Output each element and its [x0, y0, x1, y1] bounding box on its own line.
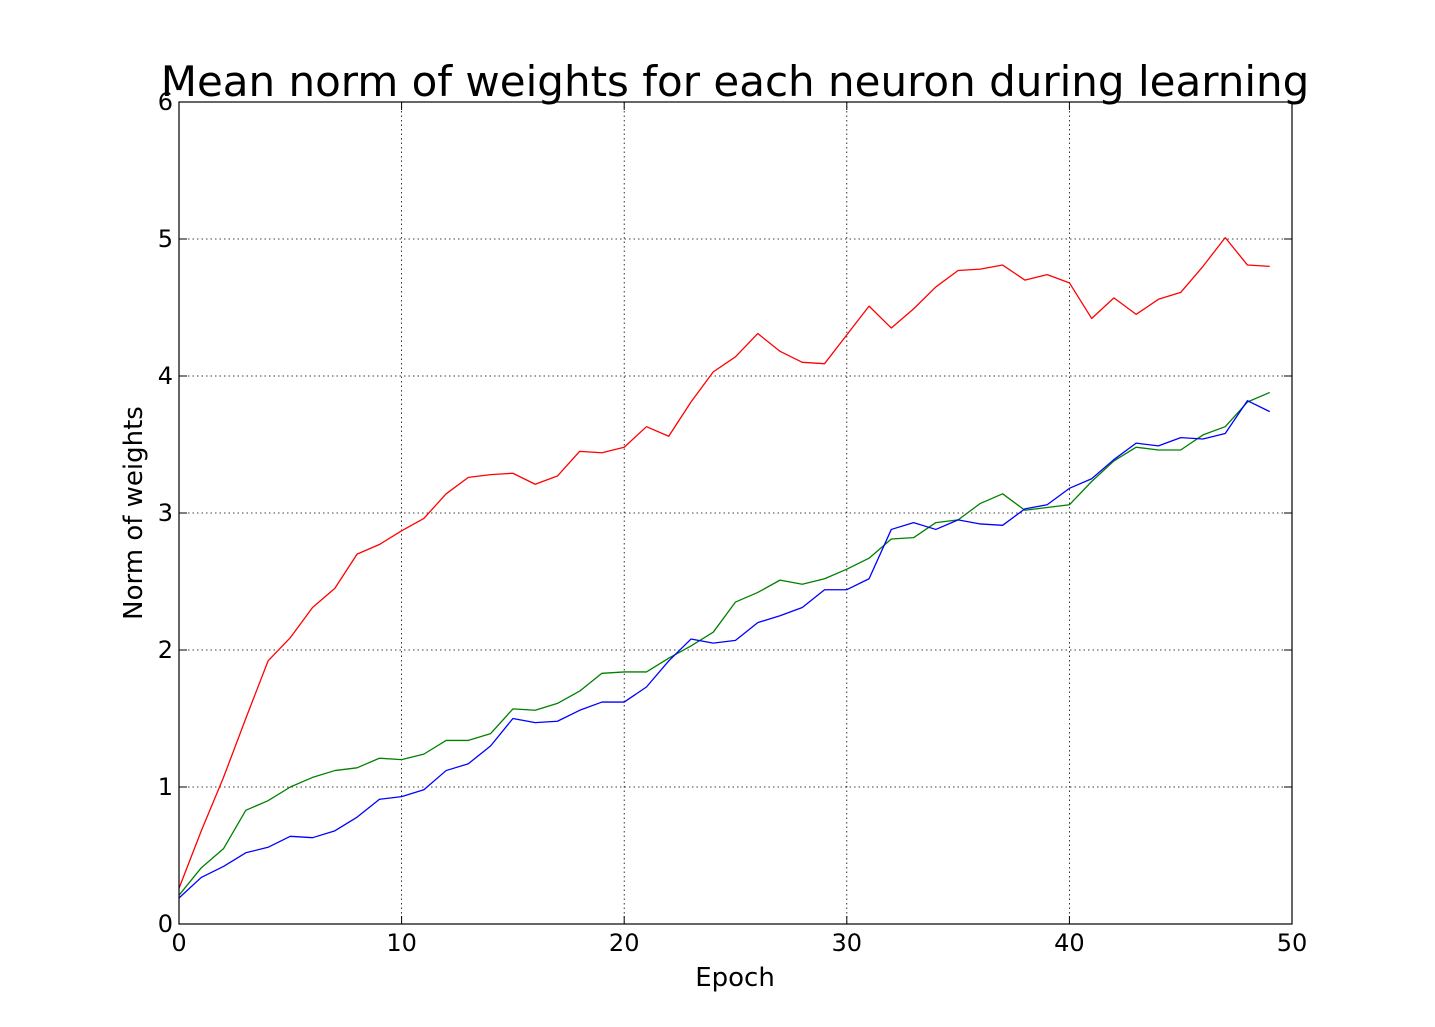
y-tick-label: 2: [158, 636, 173, 664]
y-tick-label: 6: [158, 88, 173, 116]
series-group: [178, 236, 1271, 899]
series-line-green: [178, 391, 1270, 896]
y-tick-label: 4: [158, 362, 173, 390]
x-tick-label: 40: [1054, 929, 1085, 957]
y-axis-label: Norm of weights: [119, 406, 149, 620]
y-tick-label: 5: [158, 225, 173, 253]
x-tick-label: 20: [609, 929, 640, 957]
x-tick-label: 50: [1277, 929, 1308, 957]
grid: [179, 102, 1292, 924]
series-line-red: [178, 236, 1270, 889]
series-line-blue: [178, 400, 1271, 899]
y-tick-label: 1: [158, 773, 173, 801]
ticks: 0 10 20 30 40 50 0 1 2 3 4 5 6: [158, 88, 1308, 957]
y-tick-label: 3: [158, 499, 173, 527]
x-tick-label: 10: [386, 929, 417, 957]
y-tick-label: 0: [158, 910, 173, 938]
x-axis-label: Epoch: [695, 963, 775, 993]
x-tick-label: 30: [832, 929, 863, 957]
x-tick-label: 0: [171, 929, 186, 957]
chart-title: Mean norm of weights for each neuron dur…: [161, 57, 1310, 106]
